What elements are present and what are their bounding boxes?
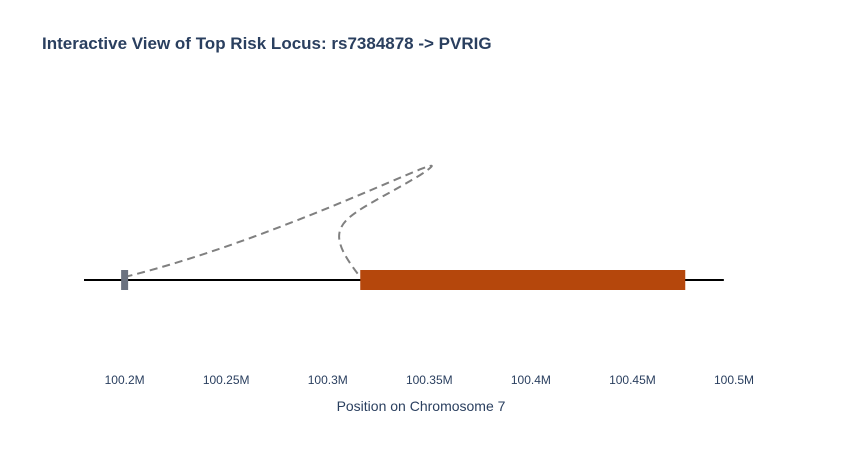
x-tick-label: 100.35M	[406, 373, 453, 387]
chart-title: Interactive View of Top Risk Locus: rs73…	[42, 34, 492, 53]
plot-area	[84, 164, 724, 290]
x-tick-label: 100.4M	[511, 373, 551, 387]
snp-gene-link	[124, 164, 433, 278]
snp-marker	[121, 270, 129, 290]
x-tick-label: 100.5M	[714, 373, 754, 387]
x-axis-label: Position on Chromosome 7	[337, 398, 506, 414]
x-tick-label: 100.45M	[609, 373, 656, 387]
x-tick-label: 100.2M	[105, 373, 145, 387]
x-axis: 100.2M 100.25M 100.3M 100.35M 100.4M 100.45M 1…	[105, 373, 754, 387]
x-tick-label: 100.25M	[203, 373, 250, 387]
x-tick-label: 100.3M	[308, 373, 348, 387]
gene-bar-pvrig	[360, 270, 686, 290]
